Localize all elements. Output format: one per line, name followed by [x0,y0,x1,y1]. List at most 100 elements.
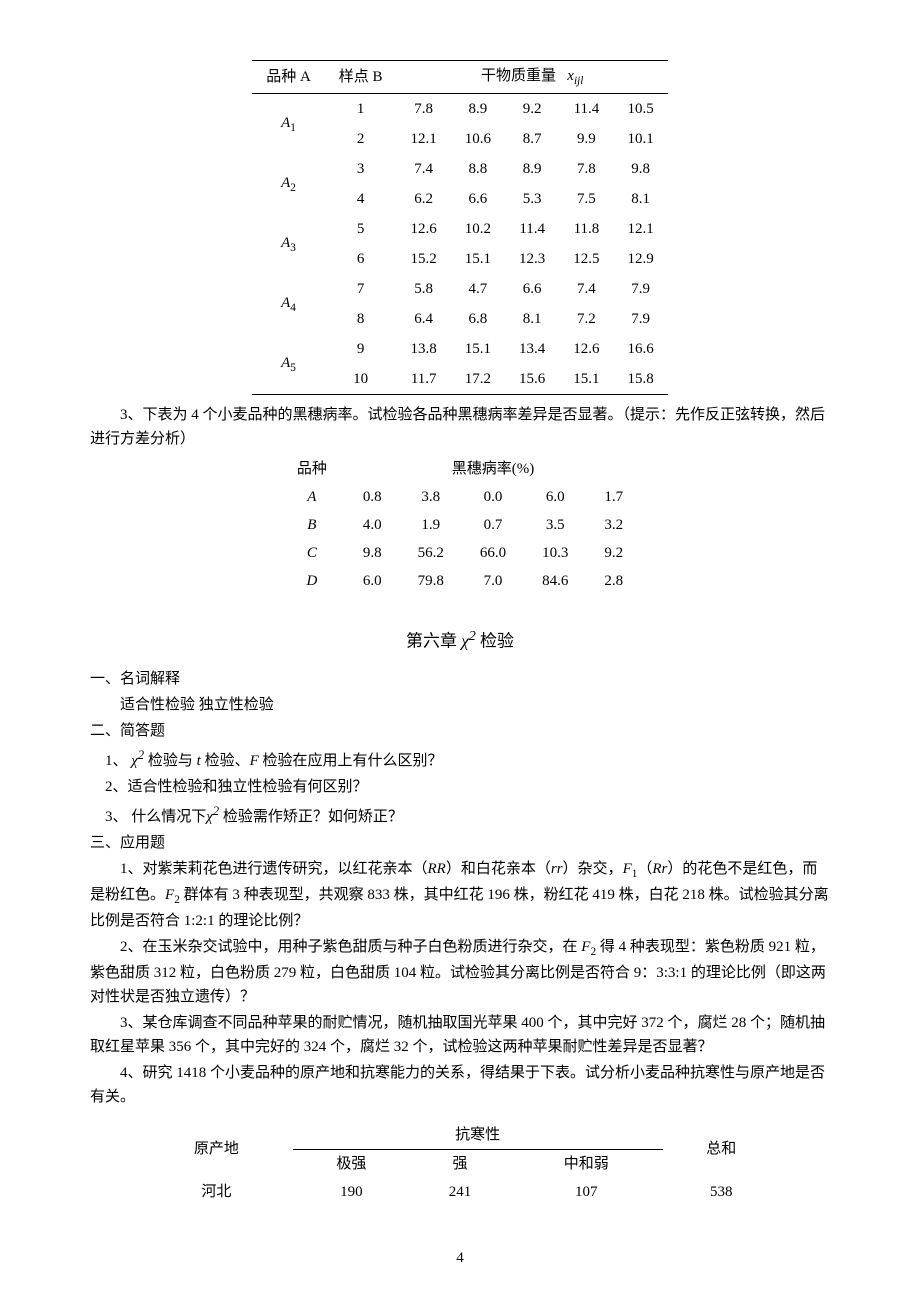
t1-site: 6 [325,244,397,274]
t1-cell: 11.4 [559,94,613,125]
t2-cell: 6.0 [524,483,586,511]
chapter-pre: 第六章 [406,632,461,651]
t1-cell: 12.9 [614,244,668,274]
t1-site: 4 [325,184,397,214]
t1-cell: 16.6 [614,334,668,364]
sec2-q1-chi: χ [131,753,138,769]
sec2-q3-chi: χ [206,809,213,825]
app1-RR: RR [428,861,446,877]
t3-total: 538 [663,1178,780,1206]
app1-F1: F [623,861,632,877]
t1-cell: 13.4 [505,334,559,364]
t2-cell: 2.8 [586,567,641,595]
chapter-chi: χ [461,632,468,651]
t1-cell: 12.1 [614,214,668,244]
t2-cell: 84.6 [524,567,586,595]
t1-cell: 15.6 [505,364,559,395]
chapter-title: 第六章 χ2 检验 [90,625,830,655]
t1-cell: 15.8 [614,364,668,395]
t3-h-origin: 原产地 [140,1121,293,1178]
t1-cell: 5.8 [397,274,451,304]
t1-cell: 6.6 [451,184,505,214]
t1-group-label: A3 [252,214,325,274]
t1-cell: 8.1 [614,184,668,214]
t2-cell: 4.0 [345,511,400,539]
t1-cell: 7.5 [559,184,613,214]
t1-cell: 12.5 [559,244,613,274]
t3-h-cold: 抗寒性 [293,1121,663,1150]
t1-cell: 6.2 [397,184,451,214]
t2-label: D [279,567,345,595]
sec2-q1-mid2: 检验、 [201,753,250,769]
t1-site: 7 [325,274,397,304]
app1-Rr: Rr [652,861,667,877]
t1-cell: 7.9 [614,304,668,334]
app1-f: 群体有 3 种表现型，共观察 833 株，其中红花 196 株，粉红花 419 … [90,887,829,929]
t1-cell: 6.6 [505,274,559,304]
t1-cell: 10.2 [451,214,505,244]
sec2-q2: 2、适合性检验和独立性检验有何区别？ [90,775,830,799]
sec2-q1: 1、 χ2 检验与 t 检验、F 检验在应用上有什么区别？ [90,745,830,773]
t3-h-total: 总和 [663,1121,780,1178]
t1-cell: 10.5 [614,94,668,125]
t1-cell: 10.6 [451,124,505,154]
t1-cell: 15.1 [451,334,505,364]
t3-cell: 190 [293,1178,410,1206]
t1-h-variety: 品种 A [252,61,325,94]
t2-label: C [279,539,345,567]
chapter-sup: 2 [469,628,476,644]
t1-cell: 7.8 [397,94,451,125]
t1-cell: 8.9 [505,154,559,184]
t1-cell: 17.2 [451,364,505,395]
sec2-q3-post: 检验需作矫正？如何矫正？ [219,809,403,825]
q3-text: 3、下表为 4 个小麦品种的黑穗病率。试检验各品种黑穗病率差异是否显著。（提示：… [90,403,830,451]
t3-subcol: 极强 [293,1149,410,1178]
t1-cell: 8.7 [505,124,559,154]
sec2-q1-pre: 1、 [105,753,131,769]
t2-cell: 7.0 [462,567,524,595]
t2-cell: 10.3 [524,539,586,567]
t1-h-weight: 干物质重量 xijl [397,61,668,94]
t1-cell: 7.2 [559,304,613,334]
t2-cell: 1.9 [400,511,462,539]
t3-subcol: 强 [410,1149,510,1178]
t1-cell: 15.1 [451,244,505,274]
t1-cell: 12.3 [505,244,559,274]
t1-cell: 7.8 [559,154,613,184]
t2-cell: 0.8 [345,483,400,511]
t1-site: 9 [325,334,397,364]
t2-h-variety: 品种 [279,455,345,483]
t2-cell: 3.8 [400,483,462,511]
t1-cell: 9.9 [559,124,613,154]
sec1-title: 一、名词解释 [90,667,830,691]
t1-cell: 7.9 [614,274,668,304]
t1-cell: 6.8 [451,304,505,334]
app2: 2、在玉米杂交试验中，用种子紫色甜质与种子白色粉质进行杂交，在 F2 得 4 种… [90,935,830,1009]
t1-group-label: A4 [252,274,325,334]
t1-cell: 5.3 [505,184,559,214]
t1-cell: 11.4 [505,214,559,244]
sec2-q1-mid: 检验与 [144,753,197,769]
t1-cell: 15.2 [397,244,451,274]
t2-cell: 56.2 [400,539,462,567]
sec2-q3: 3、 什么情况下χ2 检验需作矫正？如何矫正？ [90,801,830,829]
t1-cell: 8.9 [451,94,505,125]
t1-cell: 15.1 [559,364,613,395]
sec2-q1-post: 检验在应用上有什么区别？ [259,753,443,769]
sec2-q3-pre: 3、 什么情况下 [105,809,206,825]
t1-cell: 4.7 [451,274,505,304]
t3-origin: 河北 [140,1178,293,1206]
t2-cell: 3.5 [524,511,586,539]
t1-cell: 8.1 [505,304,559,334]
page-number: 4 [90,1246,830,1270]
sec1-body: 适合性检验 独立性检验 [90,693,830,717]
t2-cell: 1.7 [586,483,641,511]
t1-site: 3 [325,154,397,184]
t1-cell: 9.8 [614,154,668,184]
app1-F2: F [165,887,174,903]
t1-site: 8 [325,304,397,334]
t1-group-label: A2 [252,154,325,214]
t2-cell: 79.8 [400,567,462,595]
t1-h-site: 样点 B [325,61,397,94]
t1-site: 2 [325,124,397,154]
